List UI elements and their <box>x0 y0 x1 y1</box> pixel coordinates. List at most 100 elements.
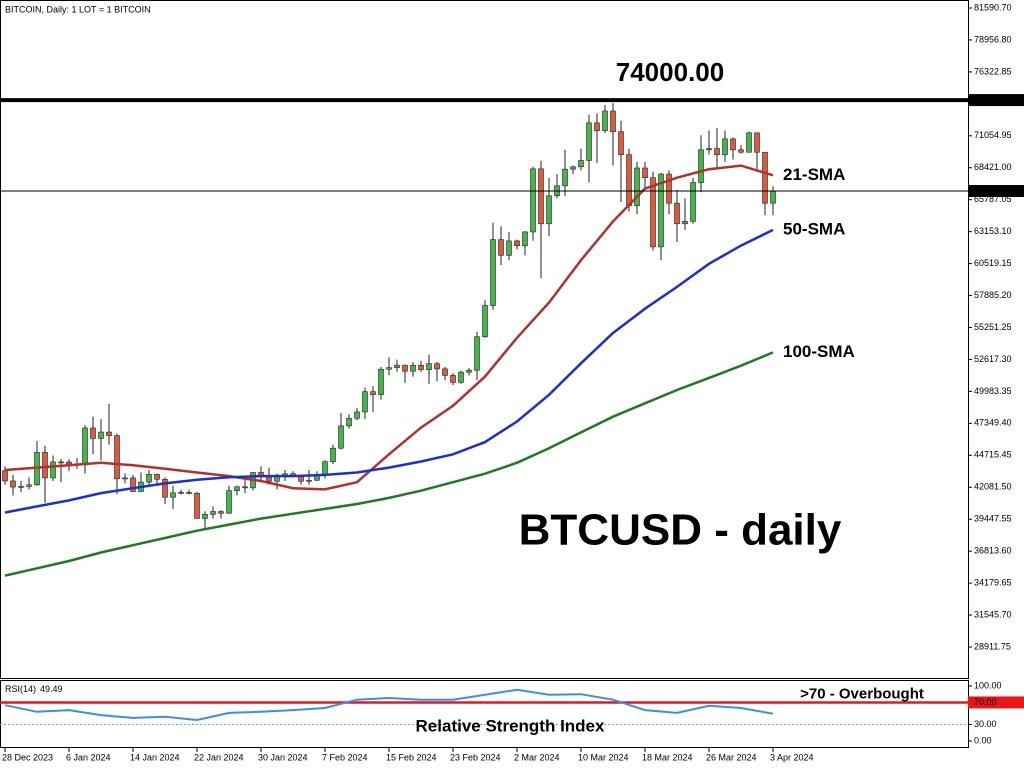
candle-body <box>754 132 760 153</box>
candle-body <box>514 240 520 247</box>
candle-body <box>602 110 608 131</box>
candle-body <box>194 493 200 519</box>
x-tick-label: 7 Feb 2024 <box>322 752 368 762</box>
candle-body <box>674 202 680 225</box>
y-tick-label: 78956.80 <box>974 34 1012 44</box>
y-tick-label: 44715.45 <box>974 450 1012 460</box>
y-tick-label: 28911.75 <box>974 641 1011 651</box>
price-level-label: 66502.40 <box>972 185 1010 195</box>
candle-body <box>10 480 16 488</box>
y-tick-label: 55251.25 <box>974 322 1012 332</box>
y-tick-label: 49983.35 <box>974 386 1012 396</box>
candle-body <box>538 168 544 225</box>
rsi-y-tick-label: 0.00 <box>974 735 992 745</box>
y-tick-label: 52617.30 <box>974 354 1012 364</box>
candle-body <box>146 473 152 483</box>
candle-body <box>186 492 192 494</box>
candle-body <box>242 486 248 489</box>
rsi-tick-box <box>968 696 1024 709</box>
candle-body <box>482 305 488 338</box>
candle-body <box>18 486 24 488</box>
candle-body <box>658 173 664 248</box>
candle-body <box>82 427 88 466</box>
price-level-box <box>968 94 1024 107</box>
sma-label: 100-SMA <box>783 342 855 361</box>
candle-body <box>690 182 696 222</box>
candle-body <box>210 511 216 515</box>
candle-body <box>338 425 344 449</box>
candle-body <box>530 168 536 233</box>
candle-body <box>498 239 504 256</box>
candle-body <box>618 131 624 155</box>
y-tick-label: 42081.50 <box>974 482 1012 492</box>
y-tick-label: 81590.70 <box>974 2 1012 12</box>
candle-body <box>706 148 712 151</box>
candle-body <box>586 122 592 161</box>
y-tick-label: 36813.60 <box>974 546 1012 556</box>
candle-body <box>362 391 368 413</box>
candle-body <box>402 364 408 372</box>
candle-body <box>234 486 240 491</box>
candle-body <box>330 447 336 462</box>
x-tick-label: 30 Jan 2024 <box>258 752 308 762</box>
candle-body <box>50 461 56 479</box>
y-tick-label: 31545.70 <box>974 609 1012 619</box>
rsi-level-label: >70 - Overbought <box>800 685 924 702</box>
candle-body <box>762 151 768 204</box>
candle-body <box>58 461 64 464</box>
candle-body <box>666 173 672 204</box>
candle-body <box>218 511 224 514</box>
candle-body <box>122 477 128 480</box>
y-tick-label: 57885.20 <box>974 290 1012 300</box>
y-tick-label: 63153.10 <box>974 226 1012 236</box>
y-tick-label: 71054.95 <box>974 130 1012 140</box>
candle-body <box>730 138 736 151</box>
candle-body <box>570 166 576 170</box>
candle-body <box>370 391 376 395</box>
y-tick-label: 65787.05 <box>974 194 1012 204</box>
candle-body <box>634 167 640 206</box>
candle-body <box>522 231 528 247</box>
candle-body <box>130 477 136 492</box>
candle-body <box>378 368 384 395</box>
x-tick-label: 18 Mar 2024 <box>642 752 693 762</box>
y-tick-label: 34179.65 <box>974 577 1012 587</box>
candle-body <box>610 110 616 132</box>
x-tick-label: 3 Apr 2024 <box>770 752 814 762</box>
candle-body <box>466 369 472 373</box>
candle-body <box>266 476 272 482</box>
candle-body <box>394 364 400 368</box>
candle-body <box>738 149 744 153</box>
sma-line <box>4 351 774 577</box>
candle-body <box>226 490 232 514</box>
candle-body <box>354 411 360 419</box>
candle-body <box>770 190 776 204</box>
candle-body <box>106 431 112 436</box>
candle-body <box>626 154 632 206</box>
candle-body <box>170 492 176 498</box>
x-tick-label: 10 Mar 2024 <box>578 752 629 762</box>
candle-body <box>450 375 456 383</box>
candle-body <box>594 122 600 131</box>
rsi-last-value: 49.49 <box>40 684 63 694</box>
candle-body <box>410 364 416 372</box>
candle-body <box>578 160 584 168</box>
x-tick-label: 23 Feb 2024 <box>450 752 501 762</box>
x-tick-label: 26 Mar 2024 <box>706 752 757 762</box>
main-panel-frame <box>0 0 969 679</box>
candle-body <box>722 138 728 155</box>
rsi-line <box>4 688 774 722</box>
x-tick-label: 14 Jan 2024 <box>130 752 180 762</box>
rsi-y-tick-label: 70.00 <box>974 697 997 707</box>
candle-body <box>90 427 96 439</box>
candle-body <box>386 367 392 370</box>
rsi-series-label: Relative Strength Index <box>416 716 605 735</box>
rsi-y-tick-label: 30.00 <box>974 719 997 729</box>
candle-body <box>746 132 752 153</box>
y-tick-label: 76322.85 <box>974 66 1012 76</box>
candle-body <box>546 195 552 225</box>
x-tick-label: 2 Mar 2024 <box>514 752 560 762</box>
candle-body <box>42 452 48 479</box>
candle-body <box>698 149 704 183</box>
